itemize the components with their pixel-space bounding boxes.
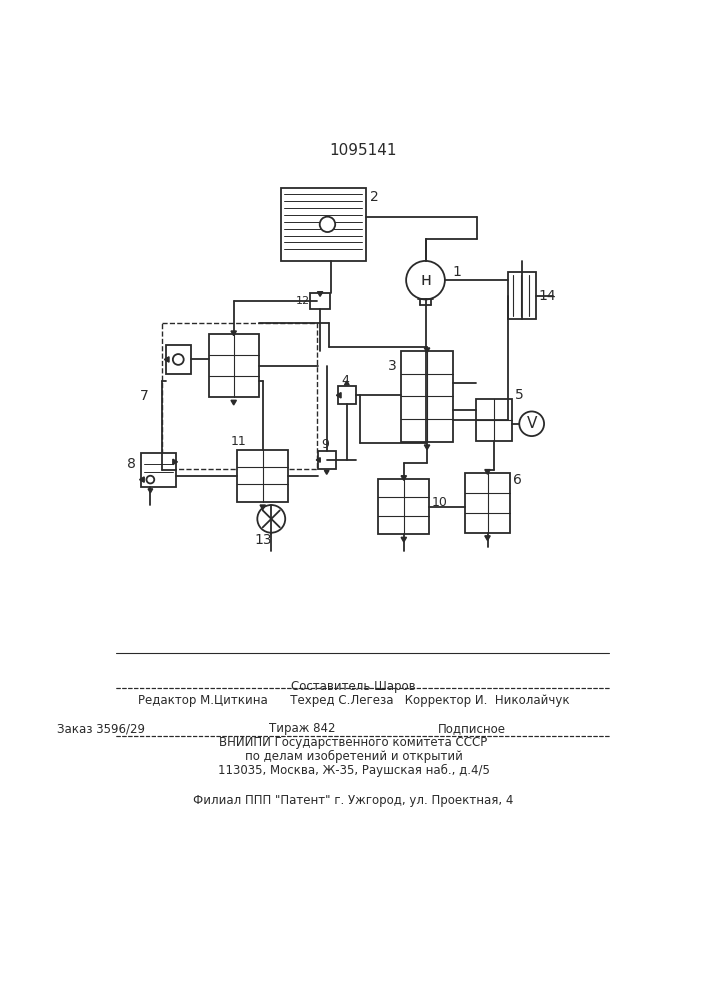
Polygon shape xyxy=(401,537,407,542)
Text: 11: 11 xyxy=(231,435,247,448)
Text: 5: 5 xyxy=(515,388,523,402)
Polygon shape xyxy=(231,331,236,336)
Text: Филиал ППП "Патент" г. Ужгород, ул. Проектная, 4: Филиал ППП "Патент" г. Ужгород, ул. Прое… xyxy=(193,794,514,807)
Circle shape xyxy=(519,411,544,436)
Bar xyxy=(508,272,535,319)
Text: 1: 1 xyxy=(452,265,462,279)
Polygon shape xyxy=(139,477,144,482)
Text: 2: 2 xyxy=(370,190,378,204)
Bar xyxy=(281,188,366,261)
Polygon shape xyxy=(485,470,490,474)
Bar xyxy=(378,479,429,534)
Text: н: н xyxy=(420,271,431,289)
Text: 6: 6 xyxy=(513,473,522,487)
Bar xyxy=(402,351,452,442)
Polygon shape xyxy=(316,458,320,462)
Polygon shape xyxy=(164,357,169,362)
Polygon shape xyxy=(317,292,323,296)
Bar xyxy=(141,453,176,487)
Text: 9: 9 xyxy=(321,438,329,451)
Circle shape xyxy=(173,354,184,365)
Polygon shape xyxy=(344,381,349,385)
Text: 10: 10 xyxy=(432,496,448,509)
Text: Подписное: Подписное xyxy=(438,722,506,735)
Text: Составитель Шаров: Составитель Шаров xyxy=(291,680,416,693)
Text: 13: 13 xyxy=(255,533,272,547)
Polygon shape xyxy=(424,348,430,353)
Text: 1095141: 1095141 xyxy=(329,143,397,158)
Circle shape xyxy=(257,505,285,533)
Text: Редактор М.Циткина      Техред С.Легеза   Корректор И.  Николайчук: Редактор М.Циткина Техред С.Легеза Корре… xyxy=(138,694,569,707)
Polygon shape xyxy=(260,505,265,510)
Bar xyxy=(476,399,512,441)
Bar xyxy=(338,386,356,404)
Circle shape xyxy=(146,476,154,483)
Text: ВНИИПИ Государственного комитета СССР: ВНИИПИ Государственного комитета СССР xyxy=(219,736,488,749)
Text: по делам изобретений и открытий: по делам изобретений и открытий xyxy=(245,750,462,763)
Bar xyxy=(237,450,288,502)
Polygon shape xyxy=(401,476,407,480)
Polygon shape xyxy=(325,470,329,474)
Bar xyxy=(162,323,317,469)
Bar xyxy=(166,345,191,374)
Bar xyxy=(317,451,336,469)
Bar xyxy=(465,473,510,533)
Text: V: V xyxy=(527,416,537,431)
Text: 14: 14 xyxy=(539,289,556,303)
Text: 113035, Москва, Ж-35, Раушская наб., д.4/5: 113035, Москва, Ж-35, Раушская наб., д.4… xyxy=(218,764,489,777)
Text: 4: 4 xyxy=(341,374,350,387)
Text: 7: 7 xyxy=(140,389,149,403)
Bar xyxy=(310,293,330,309)
Text: Заказ 3596/29: Заказ 3596/29 xyxy=(57,722,144,735)
Polygon shape xyxy=(424,445,430,450)
Circle shape xyxy=(320,217,335,232)
Circle shape xyxy=(406,261,445,299)
Polygon shape xyxy=(337,393,341,398)
Bar xyxy=(209,334,259,397)
Polygon shape xyxy=(231,400,236,405)
Polygon shape xyxy=(485,536,490,540)
Text: Тираж 842: Тираж 842 xyxy=(269,722,335,735)
Polygon shape xyxy=(148,489,153,493)
Text: 12: 12 xyxy=(296,296,310,306)
Text: 8: 8 xyxy=(127,457,136,471)
Text: 3: 3 xyxy=(387,359,397,373)
Polygon shape xyxy=(173,459,177,465)
